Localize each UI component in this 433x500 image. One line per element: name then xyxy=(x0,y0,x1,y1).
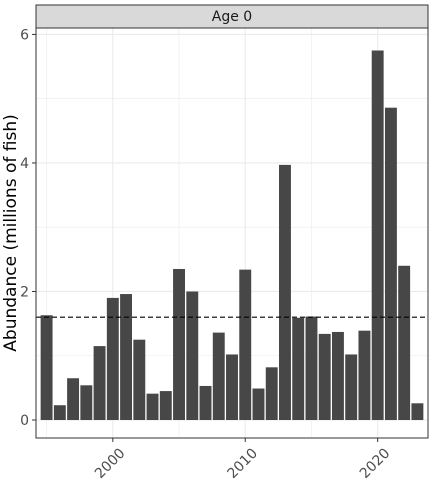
bar xyxy=(226,354,238,421)
bar xyxy=(173,268,185,421)
bar xyxy=(186,291,199,421)
y-tick-label: 4 xyxy=(20,156,29,172)
bar xyxy=(358,330,371,421)
x-tick-label: 2000 xyxy=(92,445,129,482)
bar xyxy=(371,50,384,421)
bar xyxy=(133,339,146,421)
x-axis: 2000 2010 2020 xyxy=(92,438,393,482)
y-tick-label: 0 xyxy=(20,413,29,429)
bar xyxy=(212,332,225,421)
bar xyxy=(265,367,278,421)
x-tick-label: 2010 xyxy=(224,445,261,482)
bar xyxy=(318,333,331,421)
bar xyxy=(80,385,93,421)
x-tick-label: 2020 xyxy=(357,445,394,482)
bar xyxy=(411,403,424,421)
bar xyxy=(252,388,265,421)
bar xyxy=(67,378,80,421)
bars xyxy=(40,50,424,421)
y-tick-label: 2 xyxy=(20,284,29,300)
bar xyxy=(398,265,411,421)
bar xyxy=(120,294,133,421)
bar xyxy=(106,297,119,421)
bar xyxy=(199,385,212,421)
y-axis-title: Abundance (millions of fish) xyxy=(1,114,21,351)
bar xyxy=(53,405,66,421)
bar xyxy=(159,391,172,421)
panel-border xyxy=(35,27,429,439)
bar xyxy=(305,316,318,421)
bar xyxy=(292,317,305,421)
bar xyxy=(93,346,106,421)
bar xyxy=(331,331,344,421)
bar xyxy=(279,164,291,421)
bar xyxy=(239,269,252,421)
y-axis: 0 2 4 6 xyxy=(20,27,36,429)
bar xyxy=(384,107,397,421)
y-tick-label: 6 xyxy=(20,27,29,43)
bar xyxy=(40,315,53,421)
bar xyxy=(345,354,358,421)
facet-label: Age 0 xyxy=(212,9,252,25)
bar xyxy=(146,393,159,421)
